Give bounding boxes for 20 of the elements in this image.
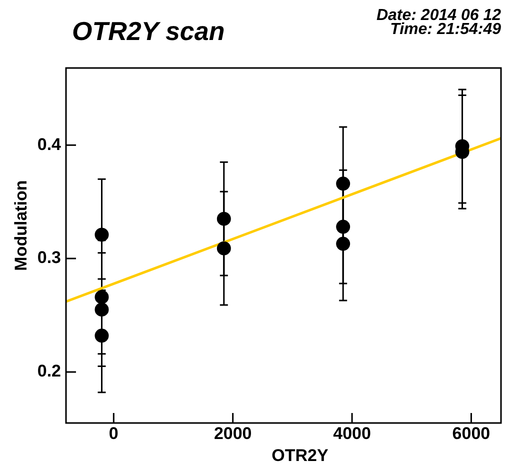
y-tick-label: 0.2: [37, 362, 61, 381]
point: [336, 220, 350, 234]
point: [94, 328, 109, 343]
x-axis-title: OTR2Y: [272, 446, 329, 464]
x-tick-label: 0: [108, 424, 118, 444]
point: [336, 176, 350, 191]
y-tick-label: 0.4: [37, 134, 62, 154]
text: Time: 21:54:49: [390, 21, 502, 38]
x-tick-label: 2000: [214, 424, 252, 444]
x-tick-label: 6000: [452, 424, 490, 444]
point: [94, 290, 109, 304]
point: [94, 302, 109, 317]
y-tick-label: 0.3: [37, 248, 61, 268]
point: [336, 236, 350, 251]
point: [94, 228, 109, 242]
point: [216, 241, 231, 256]
y-axis-title: Modulation: [12, 180, 31, 271]
x-tick-label: 4000: [333, 424, 371, 444]
point: [216, 212, 231, 226]
chart-title: OTR2Y scan: [72, 16, 225, 46]
